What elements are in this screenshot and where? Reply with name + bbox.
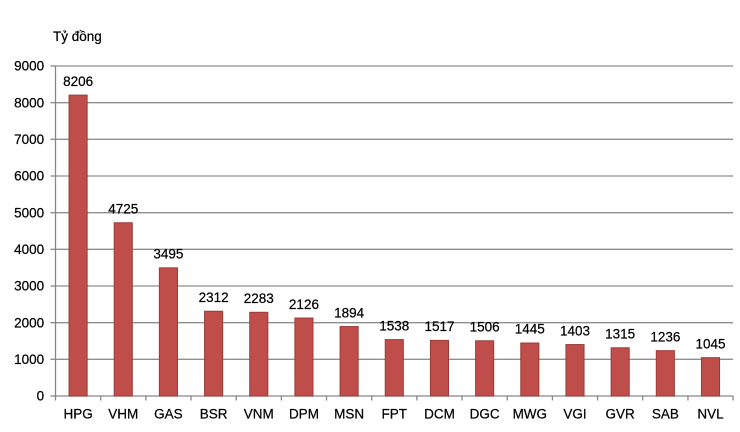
- svg-text:MWG: MWG: [513, 407, 548, 422]
- svg-text:FPT: FPT: [382, 407, 408, 422]
- svg-text:VHM: VHM: [108, 407, 138, 422]
- svg-text:DCM: DCM: [424, 407, 455, 422]
- svg-text:1506: 1506: [470, 319, 500, 334]
- svg-text:3495: 3495: [153, 247, 183, 262]
- svg-text:1045: 1045: [695, 336, 725, 351]
- svg-text:DGC: DGC: [470, 407, 500, 422]
- svg-text:BSR: BSR: [200, 407, 228, 422]
- svg-text:GVR: GVR: [606, 407, 636, 422]
- svg-text:9000: 9000: [14, 59, 44, 74]
- svg-text:VNM: VNM: [244, 407, 274, 422]
- svg-text:1000: 1000: [14, 352, 44, 367]
- svg-text:7000: 7000: [14, 132, 44, 147]
- svg-text:2312: 2312: [199, 290, 229, 305]
- svg-text:1894: 1894: [334, 305, 365, 320]
- svg-text:5000: 5000: [14, 205, 44, 220]
- svg-text:1517: 1517: [424, 319, 454, 334]
- svg-text:MSN: MSN: [334, 407, 364, 422]
- svg-text:8000: 8000: [14, 95, 44, 110]
- svg-text:4000: 4000: [14, 242, 44, 257]
- svg-text:1445: 1445: [515, 322, 545, 337]
- svg-text:2126: 2126: [289, 297, 319, 312]
- svg-text:3000: 3000: [14, 279, 44, 294]
- svg-text:4725: 4725: [108, 201, 138, 216]
- svg-text:1538: 1538: [379, 318, 409, 333]
- svg-text:6000: 6000: [14, 169, 44, 184]
- svg-text:DPM: DPM: [289, 407, 319, 422]
- svg-text:8206: 8206: [63, 74, 93, 89]
- svg-text:Tỷ đồng: Tỷ đồng: [53, 29, 102, 44]
- svg-text:0: 0: [37, 389, 45, 404]
- svg-text:2000: 2000: [14, 315, 44, 330]
- svg-text:2283: 2283: [244, 291, 274, 306]
- svg-text:HPG: HPG: [63, 407, 92, 422]
- svg-text:VGI: VGI: [563, 407, 586, 422]
- svg-text:NVL: NVL: [697, 407, 724, 422]
- svg-text:1236: 1236: [650, 329, 680, 344]
- svg-text:SAB: SAB: [652, 407, 679, 422]
- svg-text:GAS: GAS: [154, 407, 183, 422]
- svg-text:1315: 1315: [605, 326, 635, 341]
- svg-text:1403: 1403: [560, 323, 590, 338]
